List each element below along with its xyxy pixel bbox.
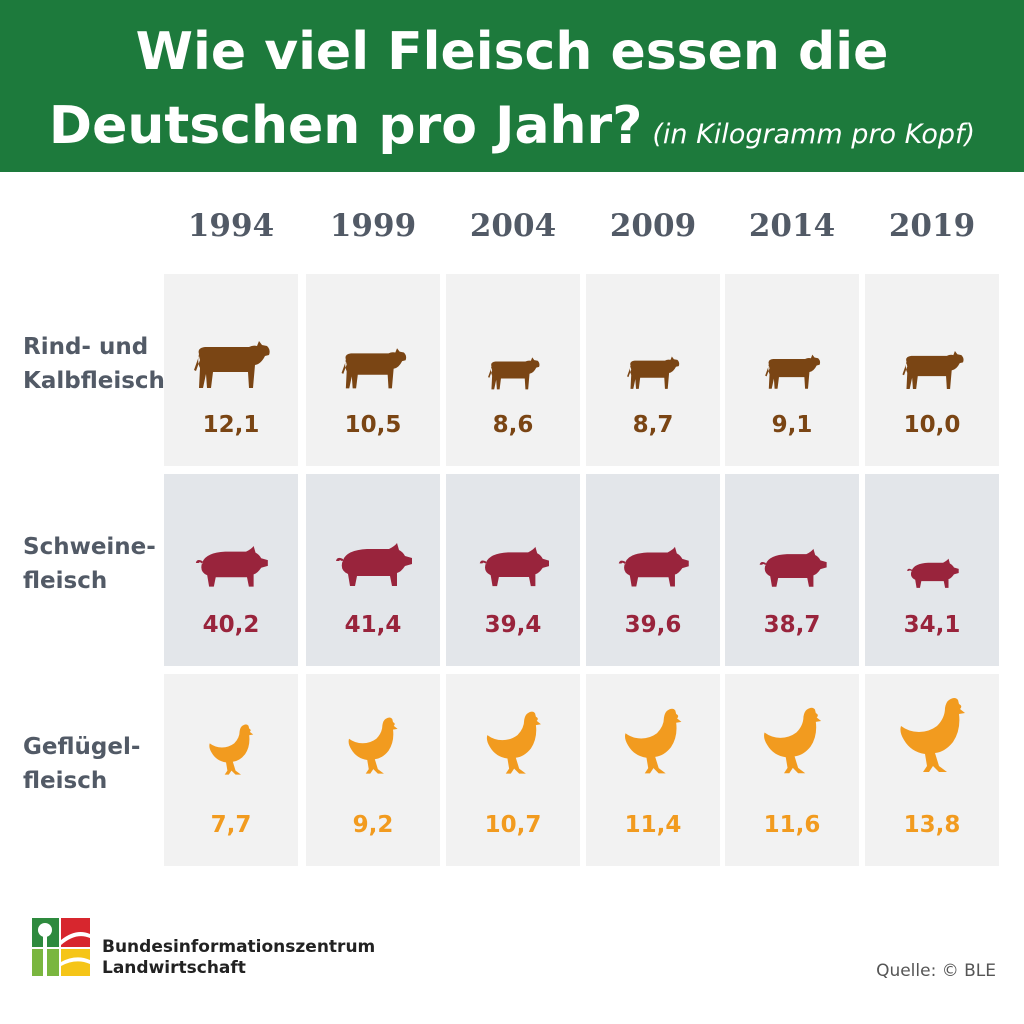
pig-icon <box>336 543 412 586</box>
value-label: 39,4 <box>484 612 542 638</box>
value-label: 11,4 <box>624 812 682 838</box>
value-label: 12,1 <box>202 412 260 438</box>
value-label: 34,1 <box>903 612 961 638</box>
cow-icon <box>627 356 680 390</box>
bzl-logo-icon <box>32 918 90 976</box>
source-note: Quelle: © BLE <box>876 961 996 981</box>
table-cell <box>725 674 859 866</box>
title-unit: (in Kilogramm pro Kopf) <box>652 119 976 150</box>
table-cell <box>446 674 580 866</box>
pig-icon <box>906 558 959 588</box>
org-line-1: Bundesinformationszentrum <box>102 937 376 957</box>
cow-icon <box>341 348 406 389</box>
value-label: 8,6 <box>492 412 534 438</box>
year-header-1994: 1994 <box>187 208 275 244</box>
cow-icon <box>765 354 821 390</box>
pig-icon <box>618 546 689 587</box>
org-line-2: Landwirtschaft <box>102 958 246 978</box>
row-label-2: Geflügel-fleisch <box>23 730 140 798</box>
value-label: 39,6 <box>624 612 682 638</box>
cow-icon <box>902 350 964 389</box>
header-banner: Wie viel Fleisch essen die Deutschen pro… <box>0 0 1024 172</box>
value-label: 9,1 <box>771 412 813 438</box>
value-label: 11,6 <box>763 812 821 838</box>
row-label-1: Schweine-fleisch <box>23 530 156 598</box>
cow-icon <box>194 341 270 388</box>
pig-icon <box>195 545 268 587</box>
chicken-icon <box>209 724 254 775</box>
table-cell <box>586 674 720 866</box>
value-label: 10,7 <box>484 812 542 838</box>
value-label: 40,2 <box>202 612 260 638</box>
pig-icon <box>479 547 549 587</box>
value-label: 41,4 <box>344 612 402 638</box>
year-header-1999: 1999 <box>329 208 417 244</box>
year-header-2009: 2009 <box>609 208 697 244</box>
value-label: 8,7 <box>632 412 674 438</box>
value-label: 13,8 <box>903 812 961 838</box>
cow-icon <box>487 357 540 390</box>
row-label-line-1: Schweine- <box>23 534 156 560</box>
row-label-line-1: Rind- und <box>23 334 149 360</box>
pig-icon <box>759 548 827 587</box>
value-label: 9,2 <box>352 812 394 838</box>
value-label: 7,7 <box>210 812 252 838</box>
value-label: 38,7 <box>763 612 821 638</box>
value-label: 10,0 <box>903 412 961 438</box>
title-line-2: Deutschen pro Jahr? (in Kilogramm pro Kop… <box>0 96 1024 156</box>
year-header-2019: 2019 <box>888 208 976 244</box>
year-header-2014: 2014 <box>748 208 836 244</box>
chicken-icon <box>900 698 965 772</box>
row-label-line-2: fleisch <box>23 568 108 594</box>
title-line-2-text: Deutschen pro Jahr? <box>48 96 643 156</box>
chicken-icon <box>625 708 682 773</box>
year-header-2004: 2004 <box>469 208 557 244</box>
chicken-icon <box>486 711 541 774</box>
row-label-line-2: fleisch <box>23 768 108 794</box>
value-label: 10,5 <box>344 412 402 438</box>
row-label-0: Rind- und Kalbfleisch <box>23 330 165 398</box>
chicken-icon <box>349 717 399 774</box>
title-line-1: Wie viel Fleisch essen die <box>135 22 889 82</box>
organization-name: Bundesinformationszentrum Landwirtschaft <box>102 937 375 979</box>
row-label-line-2: Kalbfleisch <box>23 368 165 394</box>
row-label-line-1: Geflügel- <box>23 734 141 760</box>
table-cell <box>865 674 999 866</box>
chicken-icon <box>764 707 822 773</box>
